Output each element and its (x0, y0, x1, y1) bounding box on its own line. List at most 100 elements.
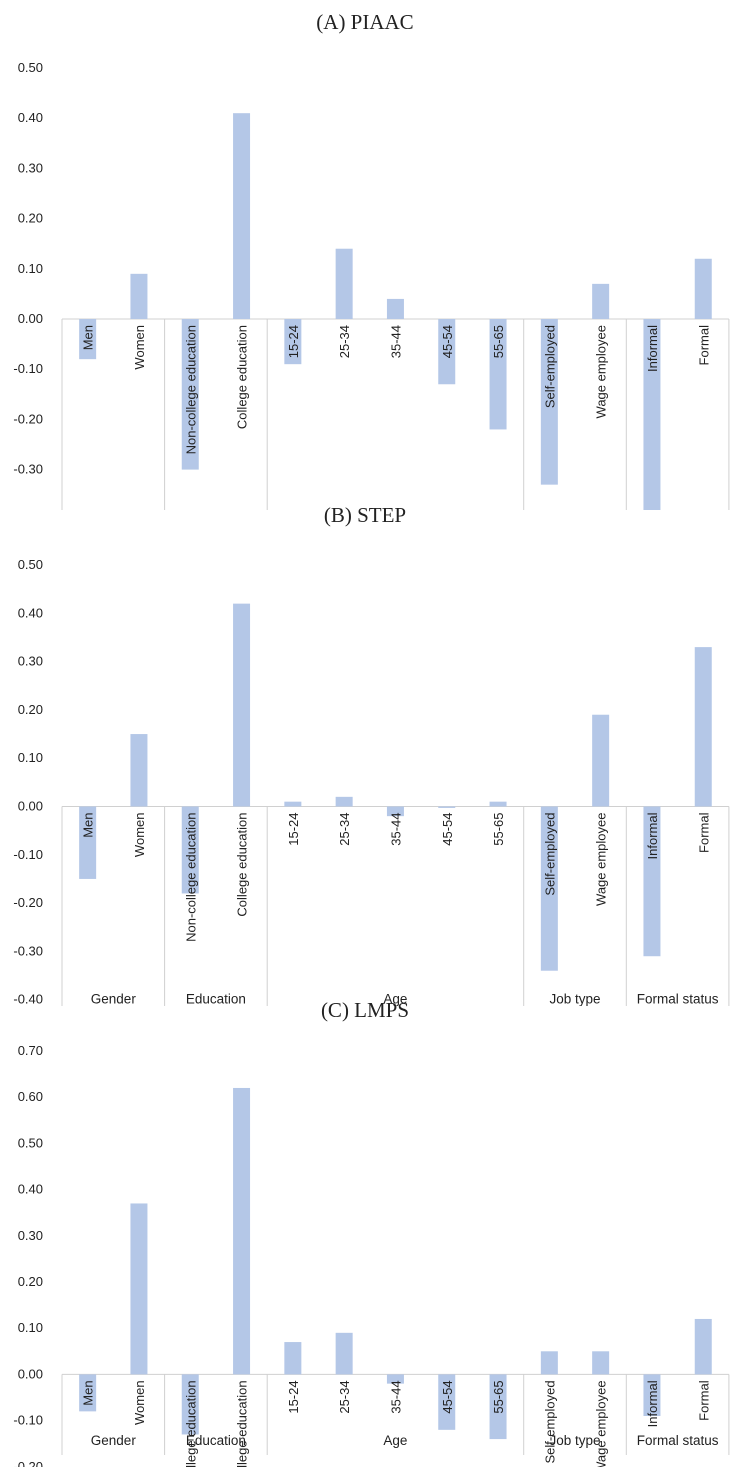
bar (540, 319, 558, 485)
y-tick-label: 0.30 (18, 654, 43, 669)
category-label: 25-34 (337, 1380, 352, 1413)
y-tick-label: -0.20 (13, 895, 43, 910)
bar (438, 319, 456, 385)
bar (335, 1332, 353, 1375)
group-label: Job type (549, 1433, 600, 1448)
category-label: 55-65 (491, 1380, 506, 1413)
bar (386, 1374, 404, 1384)
category-label: 45-54 (440, 1380, 455, 1413)
bar-chart-lmps: 0.70 0.60 0.50 0.40 0.30 0.20 0.10 0.00 -0.10 -0.… (13, 1043, 730, 1467)
y-tick-label: 0.30 (18, 1228, 43, 1243)
group-label: Gender (91, 992, 137, 1006)
bar (284, 319, 302, 365)
category-label: Self-employed (542, 813, 557, 896)
group-label: Formal status (637, 992, 719, 1006)
y-tick-label: 0.30 (18, 160, 43, 175)
bar (233, 113, 251, 320)
category-label: Self-employed (542, 1380, 557, 1463)
y-tick-label: -0.10 (13, 361, 43, 376)
bar (540, 806, 558, 971)
category-label: Women (132, 1380, 147, 1425)
bar (643, 319, 661, 510)
y-tick-label: -0.40 (13, 992, 43, 1006)
bar (438, 1374, 456, 1430)
y-tick-label: 0.20 (18, 1274, 43, 1289)
y-tick-label: -0.30 (13, 943, 43, 958)
y-tick-label: 0.70 (18, 1043, 43, 1058)
category-label: 35-44 (388, 1380, 403, 1413)
bar (233, 1087, 251, 1375)
category-label: College education (235, 325, 250, 429)
bar (79, 319, 97, 360)
y-tick-label: 0.50 (18, 60, 43, 75)
chart-title: (C) LMPS (320, 998, 410, 1022)
category-label: 35-44 (388, 325, 403, 358)
category-label: 35-44 (388, 813, 403, 846)
category-label: Informal (645, 325, 660, 372)
bar (181, 319, 199, 470)
y-tick-label: 0.10 (18, 750, 43, 765)
bar (284, 1342, 302, 1375)
bar (130, 273, 148, 319)
bar-chart-step: 0.50 0.40 0.30 0.20 0.10 0.00 -0.10 -0.20 -0.30 -… (13, 557, 730, 1006)
bar (592, 1351, 610, 1375)
y-tick-label: 0.60 (18, 1089, 43, 1104)
group-label: Formal status (637, 1433, 719, 1448)
y-tick-label: 0.20 (18, 702, 43, 717)
bar (489, 1374, 507, 1440)
category-label: Informal (645, 812, 660, 859)
group-label: Gender (91, 1433, 137, 1448)
y-tick-label: 0.50 (18, 1135, 43, 1150)
y-tick-label: 0.00 (18, 311, 43, 326)
chart-title: (A) PIAAC (316, 10, 414, 34)
category-label: 25-34 (337, 813, 352, 846)
category-label: Self-employed (542, 325, 557, 408)
bar (643, 806, 661, 957)
category-label: Non-college education (183, 813, 198, 942)
bar (130, 1203, 148, 1375)
category-label: 25-34 (337, 325, 352, 358)
category-label: Formal (696, 812, 711, 853)
bar (438, 806, 456, 808)
bar-chart-piaac: 0.500.400.300.200.100.00-0.10-0.20-0.30-… (13, 60, 730, 510)
category-label: Men (81, 813, 96, 838)
bar (181, 806, 199, 894)
y-tick-label: 0.40 (18, 605, 43, 620)
category-label: 45-54 (440, 325, 455, 358)
y-tick-label: 0.10 (18, 1320, 43, 1335)
y-tick-label: 0.40 (18, 1182, 43, 1197)
bar (643, 1374, 661, 1416)
bar (233, 603, 251, 807)
bar (386, 298, 404, 319)
group-label: Job type (549, 992, 600, 1006)
category-label: Women (132, 813, 147, 858)
bar (489, 319, 507, 430)
category-label: Wage employee (594, 813, 609, 906)
category-label: 15-24 (286, 325, 301, 358)
bar (335, 248, 353, 319)
y-tick-label: 0.10 (18, 261, 43, 276)
y-tick-label: -0.30 (13, 462, 43, 477)
category-label: 15-24 (286, 1380, 301, 1413)
y-tick-label: 0.50 (18, 557, 43, 572)
bar (181, 1374, 199, 1435)
bar (284, 801, 302, 807)
bar (79, 806, 97, 879)
bar (335, 796, 353, 807)
bar (694, 647, 712, 807)
category-label: Men (81, 325, 96, 350)
group-label: Age (383, 1433, 407, 1448)
category-label: 55-65 (491, 325, 506, 358)
y-tick-label: -0.10 (13, 847, 43, 862)
category-label: Formal (696, 1380, 711, 1421)
y-tick-label: 0.20 (18, 211, 43, 226)
y-tick-label: -0.20 (13, 411, 43, 426)
category-label: College education (235, 813, 250, 917)
bar (386, 806, 404, 817)
y-tick-label: 0.00 (18, 799, 43, 814)
bar (592, 283, 610, 319)
category-label: Wage employee (594, 1380, 609, 1467)
bar (694, 1318, 712, 1375)
group-label: Education (186, 1433, 246, 1448)
category-label: College education (235, 1380, 250, 1467)
